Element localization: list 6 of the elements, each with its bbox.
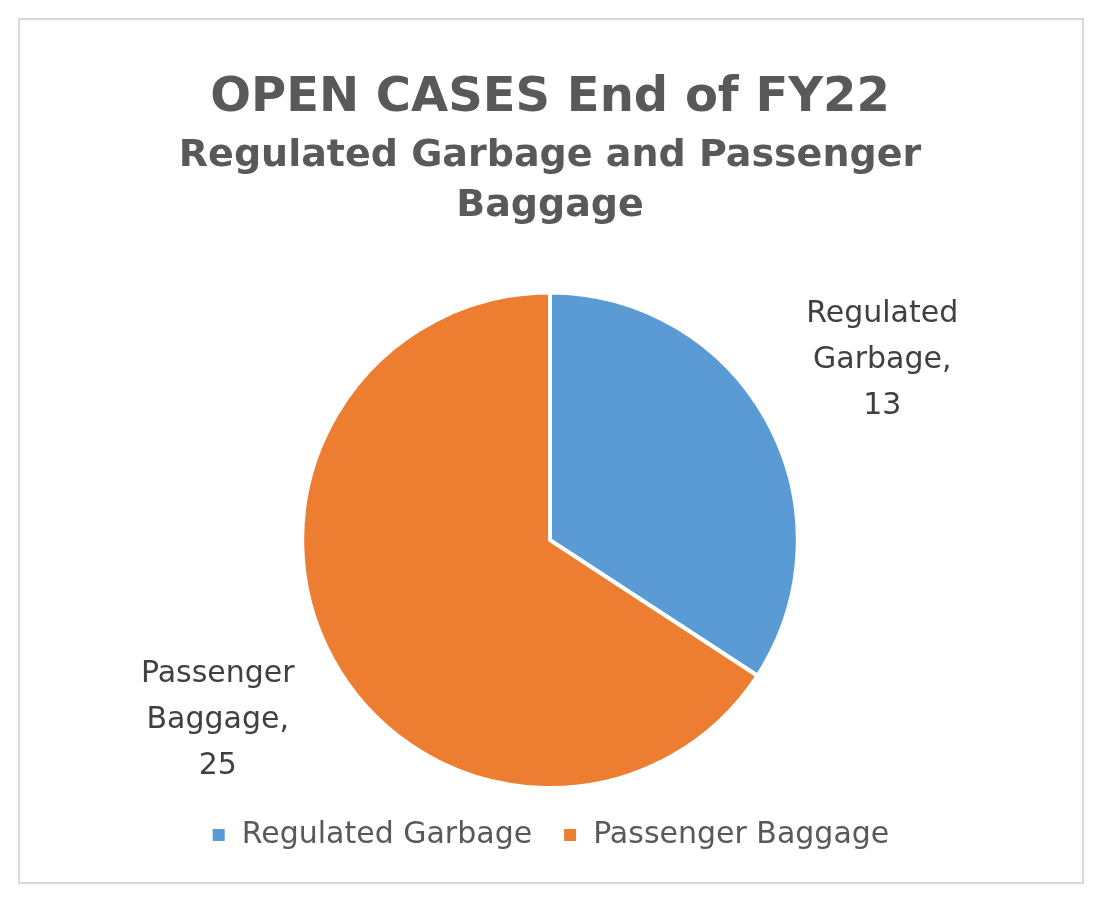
chart-title: OPEN CASES End of FY22 — [210, 66, 890, 123]
data-label: Passenger Baggage, 25 — [140, 653, 296, 781]
legend-label: Passenger Baggage — [593, 814, 890, 850]
chart-subtitle: Regulated Garbage and Passenger Baggage — [178, 131, 922, 225]
data-label: Regulated Garbage, 13 — [806, 294, 959, 422]
legend-label: Regulated Garbage — [241, 814, 533, 850]
